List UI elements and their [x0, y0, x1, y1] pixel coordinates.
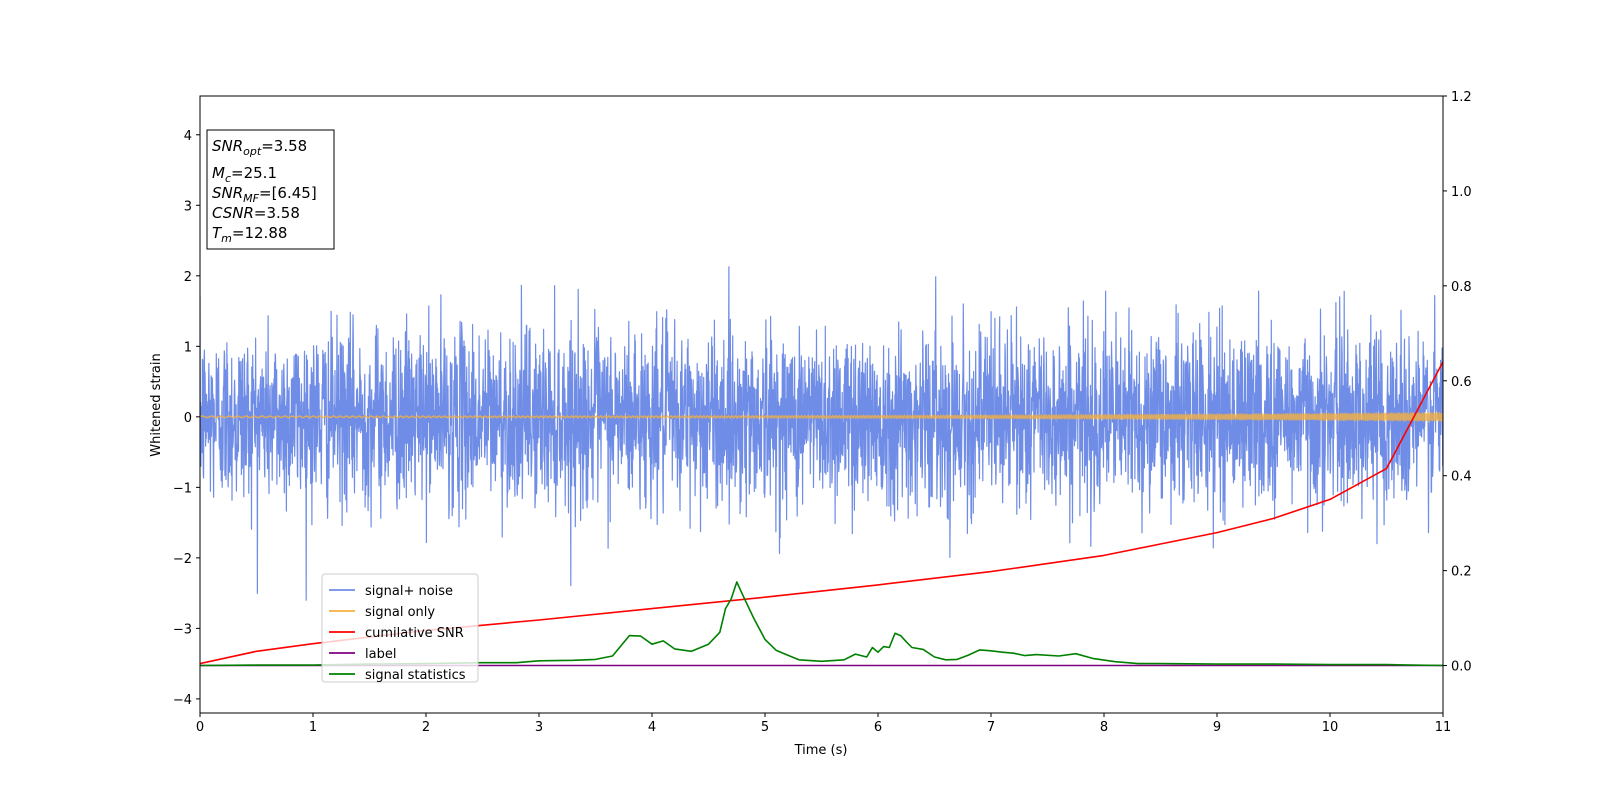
y2-tick-label: 1.2	[1451, 90, 1472, 105]
y2-tick-label: 0.6	[1451, 375, 1472, 390]
x-tick-label: 3	[535, 720, 543, 735]
x-tick-label: 9	[1213, 720, 1221, 735]
x-tick-label: 7	[987, 720, 995, 735]
legend-entry-label: signal statistics	[365, 668, 466, 683]
x-tick-label: 1	[309, 720, 317, 735]
x-axis-label: Time (s)	[794, 743, 848, 758]
legend-entry-label: signal+ noise	[365, 584, 453, 599]
x-tick-label: 6	[874, 720, 882, 735]
x-axis-ticks: 0 1 2 3 4 5 6 7 8 9 10 11	[196, 713, 1451, 735]
x-tick-label: 2	[422, 720, 430, 735]
annotation-box: SNRopt=3.58 Mc=25.1 SNRMF=[6.45] CSNR=3.…	[206, 129, 335, 250]
y-tick-label: 0	[184, 411, 192, 426]
y-tick-label: −4	[173, 693, 192, 708]
annotation-csnr: CSNR=3.58	[212, 204, 300, 222]
legend-box	[321, 573, 479, 683]
annotation-snr-opt: SNRopt=3.58	[212, 137, 307, 158]
y2-tick-label: 0.2	[1451, 565, 1472, 580]
legend-entry-label: label	[365, 647, 396, 662]
y2-tick-label: 1.0	[1451, 185, 1472, 200]
annotation-snr-mf: SNRMF=[6.45]	[212, 184, 317, 205]
annotation-tm: Tm=12.88	[212, 224, 287, 245]
x-tick-label: 4	[648, 720, 656, 735]
y-tick-label: −3	[173, 622, 192, 637]
y-tick-label: −2	[173, 552, 192, 567]
y-tick-label: 4	[184, 129, 192, 144]
series-line-signal-statistics	[200, 581, 1443, 667]
x-tick-label: 0	[196, 720, 204, 735]
legend-entry-label: signal only	[365, 605, 435, 620]
y-tick-label: 1	[184, 340, 192, 355]
y-axis-label: Whitened strain	[149, 353, 164, 456]
x-tick-label: 10	[1322, 720, 1339, 735]
y2-axis-ticks: 0.0 0.2 0.4 0.6 0.8 1.0 1.2	[1443, 90, 1472, 675]
x-tick-label: 11	[1435, 720, 1452, 735]
annotation-chirp-mass: Mc=25.1	[212, 164, 277, 185]
y2-tick-label: 0.8	[1451, 280, 1472, 295]
y2-tick-label: 0.4	[1451, 470, 1472, 485]
y-tick-label: −1	[173, 481, 192, 496]
legend: signal+ noise signal only cumilative SNR la…	[321, 573, 479, 683]
x-tick-label: 5	[761, 720, 769, 735]
y2-tick-label: 0.0	[1451, 660, 1472, 675]
y-axis-ticks: −4 −3 −2 −1 0 1 2 3 4	[173, 129, 200, 708]
legend-entry-label: cumilative SNR	[365, 626, 464, 641]
plot-frame	[199, 95, 1444, 714]
y-tick-label: 2	[184, 270, 192, 285]
series-line-signal-only	[200, 411, 1443, 422]
y-tick-label: 3	[184, 199, 192, 214]
x-tick-label: 8	[1100, 720, 1108, 735]
